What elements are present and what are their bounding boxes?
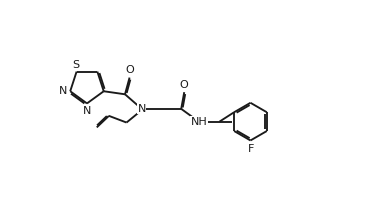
Text: N: N: [138, 104, 146, 114]
Text: O: O: [180, 80, 189, 90]
Text: F: F: [248, 144, 254, 153]
Text: N: N: [83, 107, 91, 116]
Text: N: N: [59, 86, 67, 96]
Text: NH: NH: [191, 117, 208, 127]
Text: S: S: [73, 60, 80, 70]
Text: O: O: [125, 65, 134, 75]
